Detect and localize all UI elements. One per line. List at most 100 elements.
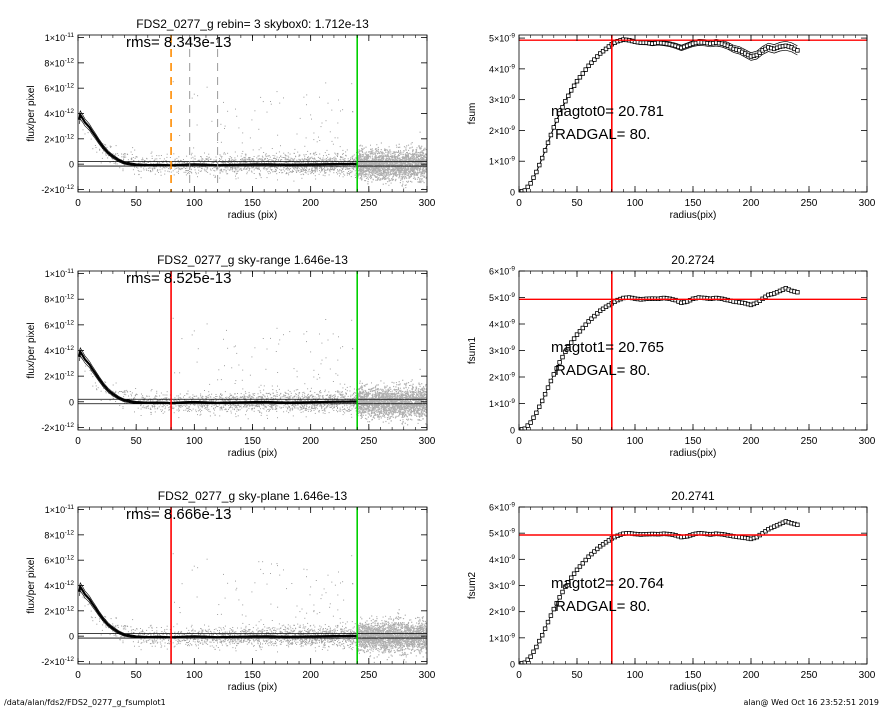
y-tick-mantissa: 4×10 [44,581,64,591]
growth-point [569,340,574,345]
plot-area [78,507,427,664]
x-tick-label: 300 [859,198,876,209]
y-tick-mantissa: 1×10 [45,33,65,43]
y-tick-mantissa: 4×10 [44,109,64,119]
growth-point [557,360,562,365]
x-tick-label: 50 [571,198,583,209]
growth-point [545,140,551,145]
growth-point [566,580,571,585]
y-tick-label: 8×10-12 [44,294,74,305]
growth-point [571,83,577,88]
growth-point [528,181,533,186]
y-tick-exponent: -9 [509,266,515,273]
growth-curve-points [519,519,800,664]
y-tick-label: 0 [510,188,515,198]
outer-annulus-scatter [357,609,427,663]
y-tick-mantissa: 6×10 [44,84,64,94]
radgal-annotation: RADGAL= 80. [555,598,650,615]
y-tick-mantissa: 3×10 [489,95,509,105]
growth-point [569,575,574,580]
growth-point [566,93,571,98]
x-tick-label: 250 [360,198,377,209]
plot-area [78,271,427,430]
growth-point [528,654,533,659]
x-tick-label: 200 [302,198,319,209]
x-tick-label: 200 [302,436,319,447]
growth-point [525,423,530,428]
x-tick-label: 50 [571,670,583,681]
profile-upper-error [78,581,358,638]
y-tick-label: 1×10-9 [489,156,515,167]
y-tick-exponent: -12 [65,555,75,562]
radgal-annotation: RADGAL= 80. [555,362,650,379]
y-tick-label: 8×10-12 [44,529,74,540]
growth-point [563,349,568,354]
y-tick-label: 2×10-9 [489,606,515,617]
rms-annotation: rms= 8.666e-13 [126,506,231,523]
y-tick-label: 0 [510,426,515,436]
x-tick-label: 300 [419,670,436,681]
y-tick-exponent: -9 [509,156,515,163]
growth-point [560,354,565,360]
x-tick-label: 150 [244,198,261,209]
x-tick-label: 150 [685,670,702,681]
x-axis-label: radius(pix) [670,448,717,459]
growth-point [569,88,574,93]
growth-point [551,372,556,377]
growth-point [595,311,600,316]
growth-point [548,613,554,618]
x-tick-label: 150 [685,198,702,209]
y-tick-label: 1×10-9 [489,398,515,409]
growth-point [580,325,585,331]
growth-point [598,51,603,56]
y-tick-label: 4×10-9 [489,63,515,74]
growth-point [580,71,585,76]
y-tick-mantissa: 4×10 [489,320,509,330]
profile-upper-error [78,346,358,403]
x-tick-label: 250 [801,436,818,447]
y-tick-mantissa: 6×10 [489,503,509,513]
growth-point [540,155,545,161]
growth-point [537,162,542,168]
y-tick-mantissa: 1×10 [45,505,65,515]
y-axis-label: flux/per pixel [26,557,37,613]
growth-point [545,619,551,625]
y-tick-mantissa: 4×10 [489,555,509,565]
footer-timestamp: alan@ Wed Oct 16 23:52:51 2019 [743,698,879,707]
y-tick-exponent: -9 [509,94,515,101]
y-tick-mantissa: 2×10 [44,134,64,144]
y-tick-mantissa: 0 [510,188,515,198]
growth-point [580,561,585,566]
y-tick-mantissa: 1×10 [45,269,65,279]
y-axis-label: fsum [467,103,478,125]
y-tick-exponent: -11 [65,268,74,275]
y-tick-exponent: -12 [65,319,75,326]
x-tick-label: 100 [627,198,644,209]
y-tick-label: 8×10-12 [44,57,74,68]
x-axis-label: radius(pix) [670,210,717,221]
growth-point [795,522,800,527]
x-tick-label: 300 [859,436,876,447]
y-tick-label: -2×10-12 [41,656,74,667]
x-tick-label: 250 [360,670,377,681]
y-tick-label: 0 [510,660,515,670]
x-tick-label: 300 [419,436,436,447]
growth-point [574,332,580,337]
profile-upper-error [78,109,358,166]
x-axis-label: radius (pix) [228,210,277,221]
radgal-annotation: RADGAL= 80. [555,126,650,143]
plot-area [519,507,867,664]
growth-point [586,554,591,559]
y-tick-exponent: -12 [65,83,75,90]
growth-point [551,606,556,612]
growth-point [586,63,591,68]
growth-point [592,313,597,319]
growth-point [557,595,562,600]
x-tick-label: 0 [75,198,81,209]
y-tick-exponent: -12 [65,294,75,301]
panel-5: rms= 8.666e-130 50 100 150 200 250 300-2×10-12… [26,489,436,693]
y-tick-label: 2×10-12 [44,371,74,382]
rms-annotation: rms= 8.343e-13 [126,34,231,51]
y-tick-label: 3×10-9 [489,580,515,591]
y-axis-label: flux/per pixel [26,322,37,378]
